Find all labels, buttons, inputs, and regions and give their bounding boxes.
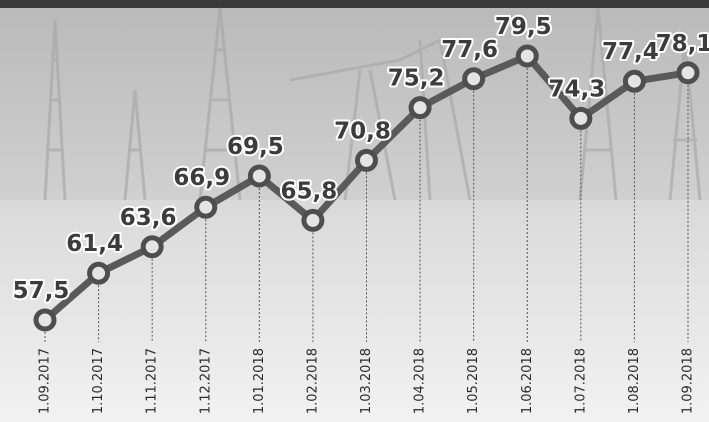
data-point [143, 238, 161, 256]
top-band [0, 0, 709, 8]
data-point [518, 47, 536, 65]
chart: 1.09.2017 1.10.2017 1.11.2017 1.12.2017 1.01… [0, 0, 709, 422]
x-tick-label: 1.12.2017 [198, 348, 213, 414]
data-label: 57,5 [13, 278, 70, 304]
x-tick-label: 1.01.2018 [252, 348, 267, 414]
data-label: 65,8 [281, 178, 338, 204]
data-label: 63,6 [120, 205, 177, 231]
x-tick-label: 1.09.2018 [681, 348, 696, 414]
data-point [411, 99, 429, 117]
x-tick-label: 1.11.2017 [145, 348, 160, 414]
data-label: 61,4 [66, 231, 123, 257]
data-label: 77,6 [441, 37, 498, 63]
x-tick-label: 1.08.2018 [627, 348, 642, 414]
data-label: 66,9 [173, 165, 230, 191]
x-tick-label: 1.03.2018 [359, 348, 374, 414]
data-point [304, 211, 322, 229]
data-point [679, 64, 697, 82]
data-label: 69,5 [227, 134, 284, 160]
data-label: 74,3 [548, 76, 605, 102]
data-point [197, 198, 215, 216]
data-point [90, 264, 108, 282]
x-tick-label: 1.05.2018 [466, 348, 481, 414]
x-tick-label: 1.04.2018 [413, 348, 428, 414]
x-tick-label: 1.02.2018 [305, 348, 320, 414]
data-label: 77,4 [602, 39, 659, 65]
data-label: 79,5 [495, 14, 552, 40]
x-tick-label: 1.09.2017 [38, 348, 53, 414]
data-point [250, 167, 268, 185]
data-point [36, 311, 54, 329]
data-label: 70,8 [334, 118, 391, 144]
data-point [572, 109, 590, 127]
data-label: 78,1 [656, 31, 709, 57]
x-tick-label: 1.07.2018 [573, 348, 588, 414]
data-point [465, 70, 483, 88]
data-point [625, 72, 643, 90]
x-tick-label: 1.06.2018 [520, 348, 535, 414]
data-label: 75,2 [388, 66, 445, 92]
x-tick-label: 1.10.2017 [91, 348, 106, 414]
data-point [358, 151, 376, 169]
